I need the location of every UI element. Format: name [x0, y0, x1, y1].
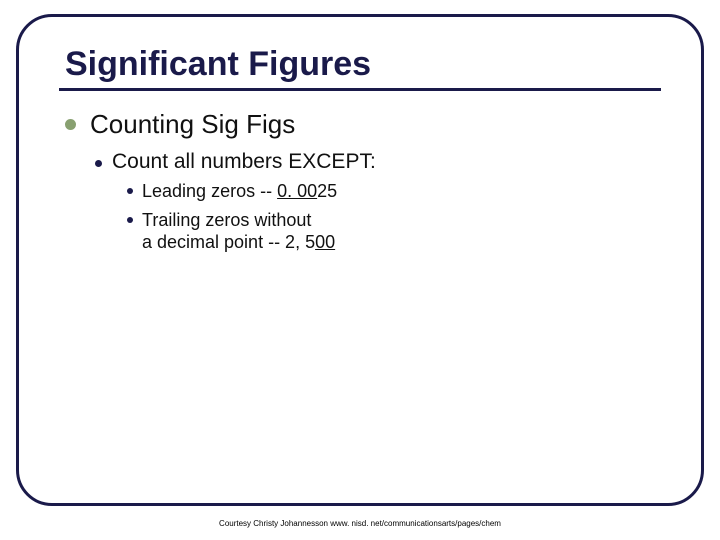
- lvl3a-pre: Leading zeros --: [142, 181, 277, 201]
- slide-frame: Significant Figures Counting Sig Figs Co…: [16, 14, 704, 506]
- lvl3b-pre: a decimal point -- 2, 5: [142, 232, 315, 252]
- slide-content: Counting Sig Figs Count all numbers EXCE…: [65, 109, 661, 254]
- lvl3b-text: Trailing zeros without a decimal point -…: [142, 209, 335, 254]
- bullet-level-2: Count all numbers EXCEPT:: [95, 150, 661, 174]
- bullet-level-3: Leading zeros -- 0. 0025: [127, 180, 661, 203]
- lvl3a-text: Leading zeros -- 0. 0025: [142, 180, 337, 203]
- bullet-level-3: Trailing zeros without a decimal point -…: [127, 209, 661, 254]
- lvl3b-underline: 00: [315, 232, 335, 252]
- title-underline: [59, 88, 661, 91]
- circle-bullet-icon: [95, 160, 102, 167]
- lvl3b-line1: Trailing zeros without: [142, 210, 311, 230]
- credit-line: Courtesy Christy Johannesson www. nisd. …: [0, 519, 720, 528]
- lvl2-text: Count all numbers EXCEPT:: [112, 150, 376, 174]
- circle-bullet-icon: [127, 217, 133, 223]
- title-block: Significant Figures: [59, 45, 661, 91]
- lvl1-text: Counting Sig Figs: [90, 109, 295, 140]
- circle-bullet-icon: [65, 119, 76, 130]
- lvl3a-underline: 0. 00: [277, 181, 317, 201]
- lvl3a-post: 25: [317, 181, 337, 201]
- slide-title: Significant Figures: [65, 45, 661, 84]
- bullet-level-1: Counting Sig Figs: [65, 109, 661, 140]
- circle-bullet-icon: [127, 188, 133, 194]
